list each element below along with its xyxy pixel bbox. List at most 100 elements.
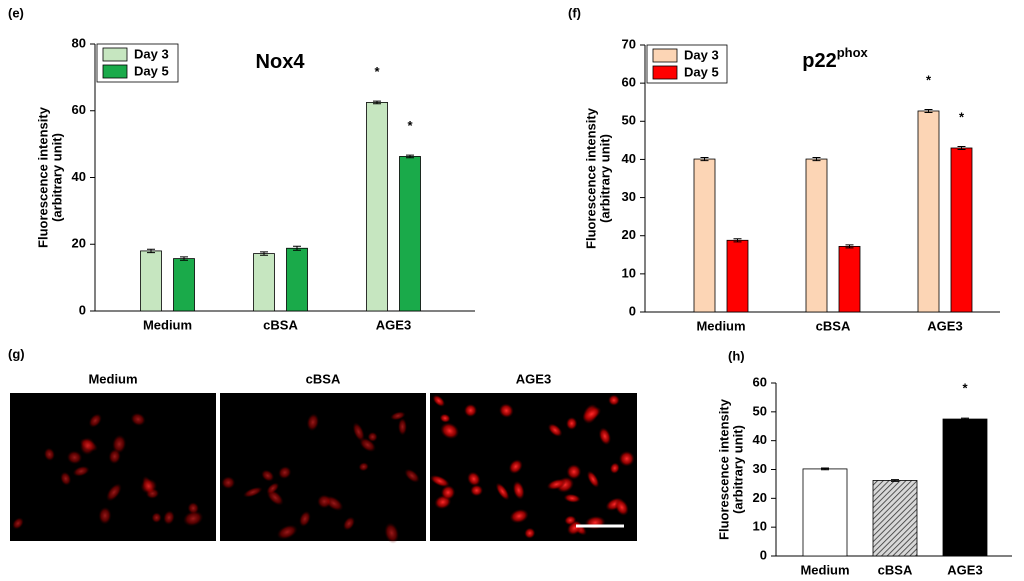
significance-mark: *: [959, 109, 965, 124]
bar: [253, 253, 275, 312]
micrograph: [430, 393, 637, 541]
cell: [299, 510, 311, 527]
significance-mark: *: [374, 64, 380, 79]
legend-swatch: [652, 65, 678, 80]
x-tick-label: Medium: [696, 318, 745, 333]
cell: [547, 423, 563, 437]
image-caption: AGE3: [516, 371, 551, 386]
image-caption: Medium: [88, 371, 137, 386]
cell: [358, 462, 369, 472]
cell: [397, 417, 408, 436]
bar: [173, 258, 195, 312]
error-bar: [924, 108, 933, 114]
cell: [384, 522, 400, 544]
y-tick-label: 20: [753, 490, 767, 505]
cell: [276, 524, 298, 540]
cell: [163, 510, 175, 525]
title-text: p22: [802, 50, 836, 72]
cell: [306, 413, 320, 432]
x-tick-label: AGE3: [947, 562, 982, 577]
legend-label: Day 5: [134, 63, 169, 78]
x-tick-label: Medium: [800, 562, 849, 577]
y-axis-label: (arbitrary unit): [597, 134, 612, 223]
cell: [432, 394, 446, 407]
y-tick-label: 50: [622, 113, 636, 128]
legend-label: Day 3: [684, 47, 719, 62]
legend-label: Day 5: [684, 64, 719, 79]
bar: [693, 158, 716, 313]
cell: [352, 422, 365, 442]
cell: [266, 482, 280, 495]
y-tick-label: 20: [72, 236, 86, 251]
bar: [917, 110, 940, 313]
y-tick-label: 60: [622, 75, 636, 90]
cell: [582, 406, 602, 422]
cell: [439, 413, 451, 423]
chart-title: Nox4: [256, 51, 306, 73]
x-tick-label: AGE3: [927, 318, 962, 333]
y-tick-label: 0: [629, 303, 636, 318]
bar: [366, 102, 388, 312]
cell: [108, 448, 121, 465]
cell: [524, 527, 536, 539]
significance-mark: *: [407, 118, 413, 133]
bar: [140, 250, 162, 312]
cell: [343, 516, 356, 531]
error-bar: [957, 145, 966, 151]
significance-mark: *: [926, 72, 932, 87]
legend-swatch: [102, 47, 128, 62]
cell: [563, 493, 581, 503]
cell: [151, 512, 162, 523]
cell: [429, 474, 450, 488]
cell: [278, 466, 292, 480]
cell: [359, 437, 376, 453]
cell: [261, 469, 275, 482]
cell: [495, 482, 510, 501]
y-tick-label: 0: [79, 302, 86, 317]
title-superscript: phox: [837, 45, 869, 60]
cell: [498, 403, 514, 418]
cell: [404, 468, 420, 483]
cell: [106, 483, 122, 502]
cell: [183, 510, 204, 527]
cell: [470, 484, 484, 497]
cell: [618, 450, 635, 467]
cell: [565, 416, 578, 430]
bar: [805, 158, 828, 313]
cell: [112, 434, 127, 454]
panel-label: (e): [8, 5, 24, 20]
y-tick-label: 40: [72, 169, 86, 184]
error-bar: [260, 251, 268, 256]
bar: [942, 418, 988, 557]
error-bar: [891, 479, 899, 482]
cell: [586, 470, 600, 488]
chart-title: p22phox: [802, 45, 868, 72]
x-tick-label: Medium: [143, 317, 192, 332]
bar: [286, 247, 308, 312]
y-tick-label: 40: [753, 432, 767, 447]
y-tick-label: 30: [753, 461, 767, 476]
x-tick-label: cBSA: [878, 562, 913, 577]
cell: [509, 508, 529, 524]
y-tick-label: 30: [622, 189, 636, 204]
cell: [463, 403, 478, 418]
error-bar: [845, 244, 854, 249]
cell: [98, 506, 112, 525]
legend-swatch: [652, 48, 678, 63]
y-tick-label: 60: [72, 102, 86, 117]
cell: [317, 494, 332, 509]
error-bar: [147, 248, 155, 254]
cell: [598, 427, 612, 446]
title-text: Nox4: [256, 51, 306, 73]
error-bar: [373, 100, 381, 105]
cell: [566, 520, 583, 536]
bar: [399, 156, 421, 312]
cell: [60, 471, 72, 486]
y-tick-label: 60: [753, 374, 767, 389]
y-tick-label: 10: [753, 519, 767, 534]
cell: [140, 478, 158, 494]
image-caption: cBSA: [306, 371, 341, 386]
cell: [609, 462, 620, 474]
cell: [12, 517, 24, 530]
